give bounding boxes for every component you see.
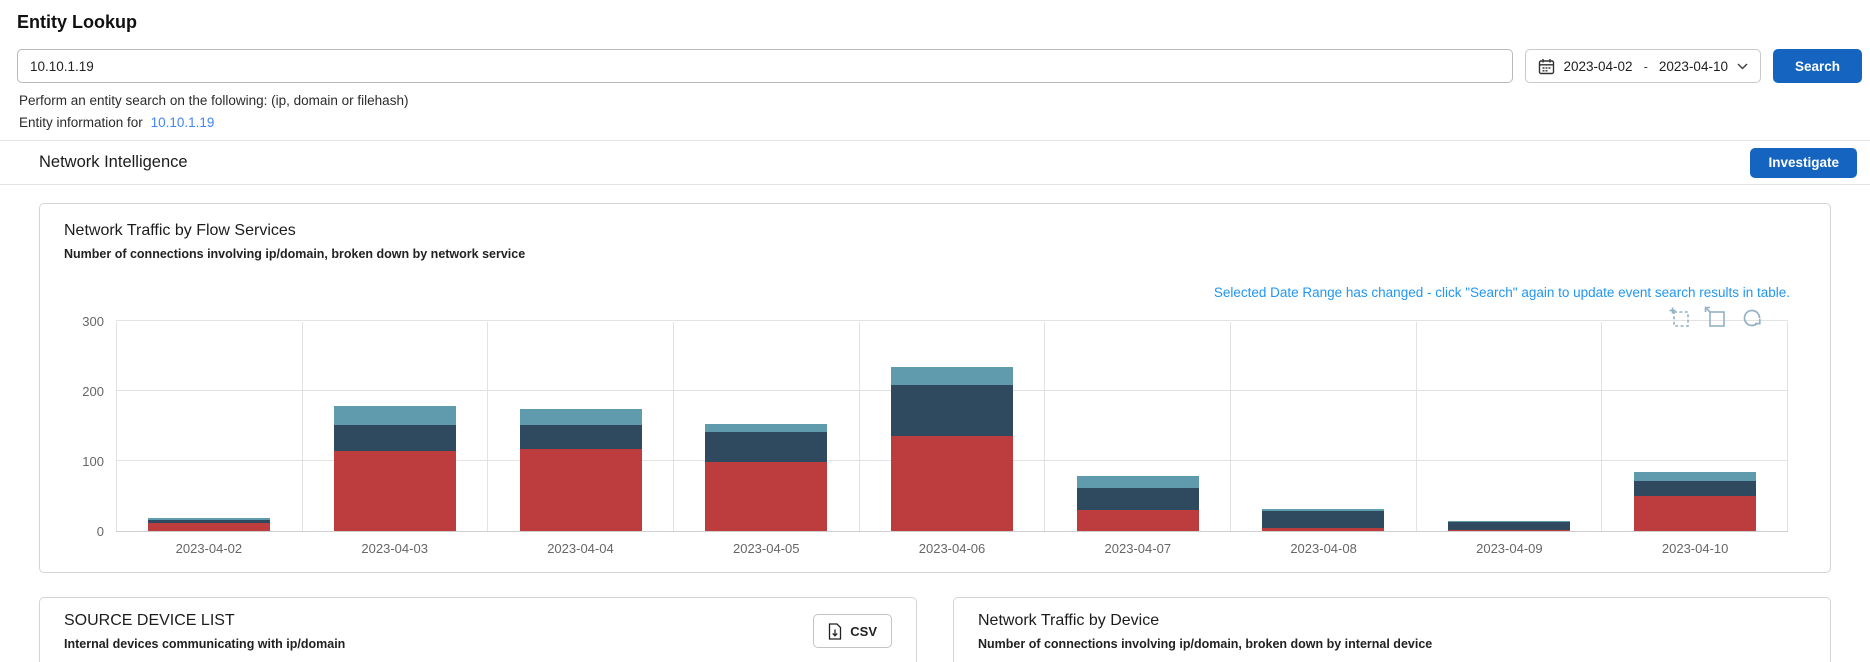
calendar-icon (1538, 58, 1555, 75)
bar-segment-series-3-teal[interactable] (705, 423, 828, 433)
date-range-picker[interactable]: 2023-04-02 - 2023-04-10 (1524, 49, 1761, 83)
bar-segment-series-1-red[interactable] (519, 449, 642, 531)
x-axis-label: 2023-04-03 (361, 541, 428, 556)
stacked-bar[interactable] (1633, 472, 1756, 531)
bar-segment-series-3-teal[interactable] (1633, 472, 1756, 481)
network-intelligence-band: Network Intelligence Investigate (0, 140, 1870, 185)
device-card-title: Network Traffic by Device (978, 612, 1160, 629)
stacked-bar[interactable] (334, 406, 456, 531)
x-axis-label: 2023-04-10 (1661, 541, 1729, 556)
csv-file-icon (828, 622, 842, 640)
date-range-changed-notice: Selected Date Range has changed - click … (1213, 285, 1790, 300)
bar-segment-series-1-red[interactable] (1076, 510, 1199, 531)
bar-segment-series-2-navy[interactable] (148, 519, 271, 523)
entity-link[interactable]: 10.10.1.19 (150, 115, 215, 130)
bar-segment-series-3-teal[interactable] (1448, 520, 1570, 522)
bar-segment-series-2-navy[interactable] (1633, 480, 1756, 496)
entity-info-prefix: Entity information for (19, 115, 143, 130)
stacked-bar[interactable] (1262, 508, 1385, 531)
page-title: Entity Lookup (17, 12, 137, 32)
chart-column (1415, 322, 1602, 531)
search-row: 2023-04-02 - 2023-04-10 Search (17, 49, 1862, 83)
stacked-bar[interactable] (519, 408, 642, 531)
zoom-out-icon[interactable] (1704, 306, 1728, 330)
x-axis-label: 2023-04-05 (732, 541, 800, 556)
traffic-by-device-card: Network Traffic by Device Number of conn… (953, 597, 1831, 662)
gridline (116, 320, 1788, 321)
x-axis: 2023-04-02 2023-04-03 2023-04-04 2023-04-05… (116, 532, 1788, 556)
entity-info-line: Entity information for 10.10.1.19 (19, 115, 1862, 130)
chart-column (487, 322, 673, 531)
y-axis: 0 100 200 300 (64, 314, 116, 539)
chart-column (1601, 322, 1787, 531)
stacked-bar[interactable] (1076, 476, 1199, 531)
source-card-subtitle: Internal devices communicating with ip/d… (64, 637, 346, 651)
bar-segment-series-1-red[interactable] (334, 450, 456, 531)
bar-segment-series-2-navy[interactable] (1448, 521, 1570, 530)
csv-export-button[interactable]: CSV (813, 614, 892, 648)
chart-column (673, 322, 859, 531)
y-axis-label: 100 (82, 454, 104, 469)
x-axis-label: 2023-04-02 (175, 541, 243, 556)
stacked-bar[interactable] (891, 367, 1013, 531)
x-axis-label: 2023-04-04 (547, 541, 614, 556)
stacked-bar[interactable] (705, 423, 828, 531)
x-axis-label: 2023-04-09 (1476, 541, 1543, 556)
bar-segment-series-1-red[interactable] (891, 435, 1013, 531)
x-axis-label: 2023-04-07 (1104, 541, 1172, 556)
stacked-bar[interactable] (1448, 520, 1570, 531)
box-zoom-icon[interactable] (1668, 306, 1692, 330)
section-title: Network Intelligence (39, 153, 188, 171)
bar-segment-series-1-red[interactable] (1262, 527, 1385, 531)
chart-column (301, 322, 488, 531)
flow-card-title: Network Traffic by Flow Services (64, 222, 296, 239)
bar-segment-series-2-navy[interactable] (705, 432, 828, 463)
bar-segment-series-2-navy[interactable] (1262, 510, 1385, 528)
refresh-icon[interactable] (1740, 306, 1764, 330)
y-axis-label: 300 (82, 314, 104, 329)
y-axis-label: 0 (96, 524, 104, 539)
chevron-down-icon (1737, 62, 1748, 70)
date-range-separator: - (1643, 58, 1648, 74)
bar-segment-series-1-red[interactable] (705, 462, 828, 531)
bar-segment-series-2-navy[interactable] (519, 425, 642, 450)
source-device-list-card: SOURCE DEVICE LIST Internal devices comm… (39, 597, 917, 662)
top-search-area: Entity Lookup 2023-04-02 - 2023-04-1 (0, 0, 1870, 130)
flow-card-subtitle: Number of connections involving ip/domai… (64, 247, 526, 261)
date-range-start: 2023-04-02 (1563, 58, 1633, 74)
investigate-button[interactable]: Investigate (1750, 147, 1857, 178)
chart-column (1230, 322, 1416, 531)
bar-segment-series-1-red[interactable] (148, 522, 271, 531)
search-button[interactable]: Search (1772, 49, 1862, 83)
chart-column (1044, 322, 1230, 531)
flow-services-chart: 0 100 200 300 2023-04-02 2023-04-03 2023-04-0… (64, 306, 1806, 556)
plot-area (116, 320, 1788, 532)
bar-segment-series-1-red[interactable] (1633, 496, 1756, 531)
flow-services-card: Network Traffic by Flow Services Number … (39, 203, 1831, 573)
bar-segment-series-3-teal[interactable] (519, 408, 642, 426)
bar-segment-series-1-red[interactable] (1448, 529, 1570, 531)
bar-segment-series-3-teal[interactable] (334, 406, 456, 426)
date-range-end: 2023-04-10 (1658, 58, 1728, 74)
chart-column (858, 322, 1045, 531)
y-axis-label: 200 (82, 384, 104, 399)
x-axis-label: 2023-04-08 (1290, 541, 1357, 556)
bar-segment-series-3-teal[interactable] (148, 518, 271, 520)
csv-button-label: CSV (850, 623, 877, 639)
device-card-subtitle: Number of connections involving ip/domai… (978, 637, 1433, 651)
bar-segment-series-2-navy[interactable] (1076, 488, 1199, 510)
search-helper-text: Perform an entity search on the followin… (19, 93, 409, 108)
bar-segment-series-3-teal[interactable] (1262, 508, 1385, 511)
chart-column (116, 322, 302, 531)
chart-toolbar (1668, 306, 1764, 330)
bottom-cards-row: SOURCE DEVICE LIST Internal devices comm… (39, 597, 1831, 662)
bar-segment-series-3-teal[interactable] (891, 367, 1013, 385)
bar-segment-series-2-navy[interactable] (891, 384, 1013, 436)
bar-segment-series-2-navy[interactable] (334, 425, 456, 451)
stacked-bar[interactable] (148, 518, 271, 531)
entity-search-input[interactable] (17, 49, 1513, 83)
bar-segment-series-3-teal[interactable] (1076, 476, 1199, 489)
source-card-title: SOURCE DEVICE LIST (64, 612, 235, 629)
x-axis-label: 2023-04-06 (918, 541, 986, 556)
